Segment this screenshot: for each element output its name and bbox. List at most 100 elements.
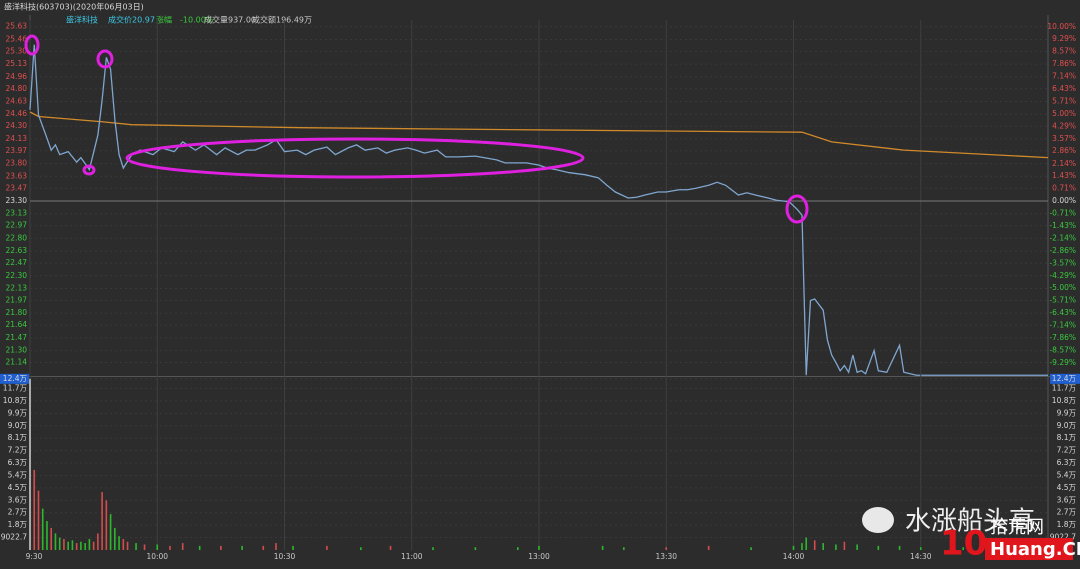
circle bbox=[96, 49, 114, 69]
stat-label: 成交额 bbox=[252, 15, 276, 25]
plot: 25.63 25.46 25.30 25.13 24.96 24.80 24.63 24.46… bbox=[0, 20, 1080, 561]
tick-highlight bbox=[0, 373, 29, 384]
price-line bbox=[29, 44, 1048, 376]
volume-bar bbox=[898, 545, 901, 550]
volume-bar bbox=[877, 545, 880, 550]
y2-tick-label: 5.00% bbox=[1052, 109, 1076, 118]
volume-bar bbox=[101, 492, 103, 550]
volume-bar bbox=[326, 545, 328, 550]
price-line bbox=[29, 111, 1049, 159]
stat-value: 20.97 bbox=[132, 16, 155, 25]
y-tick-label: 25.30 bbox=[6, 46, 28, 55]
volume-bar bbox=[67, 541, 69, 550]
wechat-icon bbox=[862, 507, 894, 533]
y-tick-label: 23.47 bbox=[6, 183, 28, 192]
y2-tick-label: 6.3万 bbox=[1057, 458, 1077, 467]
annotations bbox=[24, 34, 809, 224]
y-tick-label: 25.13 bbox=[6, 59, 28, 68]
y2-tick-label: 4.29% bbox=[1052, 121, 1076, 130]
y-tick-label: 2.7万 bbox=[8, 508, 28, 517]
y-tick-label: 9022.7 bbox=[1, 533, 27, 542]
y-tick-label: 7.2万 bbox=[8, 446, 28, 455]
volume-bar bbox=[169, 545, 171, 550]
y2-tick-label: -5.71% bbox=[1049, 296, 1076, 305]
volume-bar bbox=[538, 545, 540, 550]
volume-bar bbox=[105, 500, 108, 550]
y2-tick-label: 7.14% bbox=[1052, 72, 1076, 81]
volume-bar bbox=[856, 544, 858, 550]
y-tick-label: 9.0万 bbox=[8, 421, 28, 430]
volume-bar bbox=[843, 541, 846, 550]
volume-bar bbox=[432, 547, 434, 550]
y2-tick-label: -2.14% bbox=[1049, 233, 1076, 242]
volume-bar bbox=[707, 545, 710, 550]
volume-bar bbox=[962, 547, 964, 550]
volume-bar bbox=[37, 490, 40, 550]
y-tick-label: 4.5万 bbox=[8, 483, 28, 492]
circle bbox=[82, 164, 96, 176]
y2-tick-label: 9.9万 bbox=[1057, 408, 1077, 417]
logo: 10 bbox=[940, 524, 987, 564]
y2-tick-label: 5.71% bbox=[1052, 97, 1076, 106]
volume-bar bbox=[92, 541, 95, 550]
y2-tick-label: -8.57% bbox=[1049, 345, 1076, 354]
y2-tick-label: 3.6万 bbox=[1057, 495, 1077, 504]
circle bbox=[24, 34, 40, 56]
volume-bar bbox=[50, 527, 53, 550]
y2-tick-label: 0.00% bbox=[1052, 196, 1076, 205]
volume-bar bbox=[198, 545, 201, 550]
x-tick-label: 13:30 bbox=[655, 552, 677, 561]
volume-bar bbox=[389, 545, 392, 550]
y2-tick-label: -5.00% bbox=[1049, 283, 1076, 292]
y2-tick-label: 1.8万 bbox=[1057, 520, 1077, 529]
y2-tick-label: 7.86% bbox=[1052, 59, 1076, 68]
y2-tick-label: -9.29% bbox=[1049, 358, 1076, 367]
y2-tick-label: 1.43% bbox=[1052, 171, 1076, 180]
x-tick-label: 9:30 bbox=[26, 552, 43, 561]
y-tick-label: 23.63 bbox=[6, 171, 28, 180]
x-tick-label: 14:30 bbox=[910, 552, 932, 561]
site-name: 拾荒网 bbox=[990, 517, 1044, 538]
y2-tick-label: 9022.7 bbox=[1050, 533, 1076, 542]
stat-value: -10.00% bbox=[180, 16, 214, 25]
volume-bar bbox=[33, 469, 36, 550]
volume-bar bbox=[109, 514, 112, 550]
y-tick-label: 21.64 bbox=[6, 320, 28, 329]
y-tick-label: 6.3万 bbox=[8, 458, 28, 467]
x-tick-label: 10:30 bbox=[274, 552, 296, 561]
y2-tick-label: -0.71% bbox=[1049, 208, 1076, 217]
volume-bar bbox=[46, 521, 48, 550]
volume-bar bbox=[75, 543, 78, 550]
volume-bar bbox=[792, 545, 795, 550]
volume-bar bbox=[114, 527, 116, 550]
volume-bar bbox=[126, 541, 129, 550]
y-tick-label: 21.47 bbox=[6, 333, 28, 342]
y-tick-label: 10.8万 bbox=[3, 396, 28, 405]
x-tick-label: 11:00 bbox=[401, 552, 423, 561]
volume-bar bbox=[29, 378, 31, 550]
volume-bar bbox=[54, 533, 57, 550]
volume-bar bbox=[813, 540, 816, 550]
watermark-text: 水涨船头高 bbox=[905, 507, 1035, 537]
stat-value: 196.49万 bbox=[276, 16, 312, 25]
stat-value: 937.00 bbox=[228, 16, 256, 25]
volume-bar bbox=[801, 543, 803, 550]
volume-bar bbox=[805, 537, 808, 550]
y2-tick-label: 2.7万 bbox=[1057, 508, 1077, 517]
volume-bar bbox=[88, 538, 91, 550]
y-tick-label: 24.80 bbox=[6, 84, 28, 93]
y-tick-label: 24.96 bbox=[6, 72, 28, 81]
volume-bar bbox=[122, 538, 125, 550]
circle bbox=[125, 137, 585, 179]
tick-highlight bbox=[1050, 373, 1080, 384]
volume-bar bbox=[623, 547, 625, 550]
volume-bar bbox=[71, 540, 74, 550]
volume-bar bbox=[97, 533, 99, 550]
y2-tick-label: 6.43% bbox=[1052, 84, 1076, 93]
y-tick-label: 21.14 bbox=[6, 358, 28, 367]
volume-bar bbox=[835, 544, 837, 550]
volume-bar bbox=[292, 545, 294, 550]
x-tick-label: 10:00 bbox=[146, 552, 168, 561]
y2-tick-label: -2.86% bbox=[1049, 246, 1076, 255]
